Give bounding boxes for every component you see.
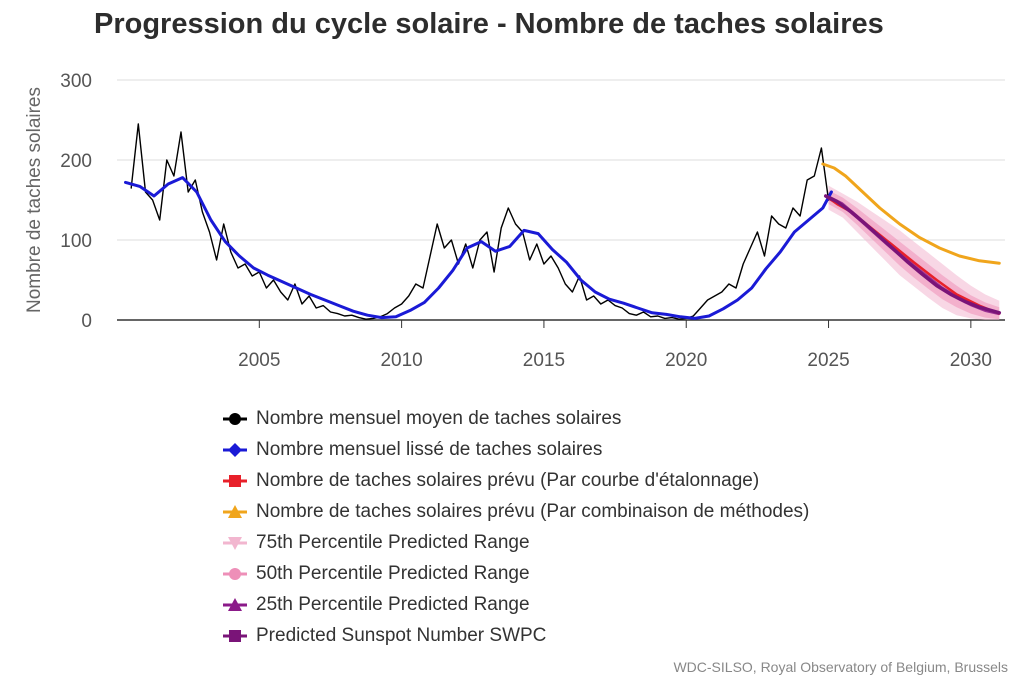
x-tick-label: 2015 [523, 350, 565, 371]
triangle-down-marker-icon [222, 533, 248, 553]
y-tick-label: 100 [60, 231, 92, 252]
x-tick-label: 2020 [665, 350, 707, 371]
legend-label: Nombre mensuel moyen de taches solaires [256, 407, 622, 429]
y-tick-label: 200 [60, 151, 92, 172]
diamond-marker-icon [222, 440, 248, 460]
x-tick-label: 2025 [807, 350, 849, 371]
band-series-5 [828, 190, 1000, 320]
legend-label: 50th Percentile Predicted Range [256, 562, 530, 584]
square-marker-icon [222, 626, 248, 646]
y-tick-label: 0 [81, 311, 92, 332]
legend-item[interactable]: 25th Percentile Predicted Range [222, 589, 809, 620]
line-series-7 [823, 194, 1002, 315]
legend-item[interactable]: 50th Percentile Predicted Range [222, 558, 809, 589]
legend-item[interactable]: Nombre de taches solaires prévu (Par cou… [222, 465, 809, 496]
legend-label: Nombre de taches solaires prévu (Par com… [256, 500, 810, 522]
line-series-1 [124, 176, 833, 320]
legend-label: Nombre mensuel lissé de taches solaires [256, 438, 603, 460]
x-tick-label: 2030 [950, 350, 992, 371]
legend: Nombre mensuel moyen de taches solaires N… [222, 403, 809, 651]
legend-label: Nombre de taches solaires prévu (Par cou… [256, 469, 760, 491]
legend-label: Predicted Sunspot Number SWPC [256, 624, 547, 646]
line-series-3 [821, 162, 1001, 265]
source-credit: WDC-SILSO, Royal Observatory of Belgium,… [673, 659, 1008, 675]
y-tick-label: 300 [60, 71, 92, 92]
legend-item[interactable]: Nombre mensuel moyen de taches solaires [222, 403, 809, 434]
circle-marker-icon [222, 564, 248, 584]
triangle-marker-icon [222, 502, 248, 522]
x-tick-label: 2010 [380, 350, 422, 371]
line-series-0 [130, 123, 830, 320]
chart-title: Progression du cycle solaire - Nombre de… [94, 8, 884, 40]
legend-label: 25th Percentile Predicted Range [256, 593, 530, 615]
legend-item[interactable]: Nombre de taches solaires prévu (Par com… [222, 496, 809, 527]
square-marker-icon [222, 471, 248, 491]
triangle-marker-icon [222, 595, 248, 615]
x-tick-label: 2005 [238, 350, 280, 371]
legend-item[interactable]: 75th Percentile Predicted Range [222, 527, 809, 558]
legend-item[interactable]: Nombre mensuel lissé de taches solaires [222, 434, 809, 465]
legend-item[interactable]: Predicted Sunspot Number SWPC [222, 620, 809, 651]
circle-marker-icon [222, 409, 248, 429]
legend-label: 75th Percentile Predicted Range [256, 531, 530, 553]
